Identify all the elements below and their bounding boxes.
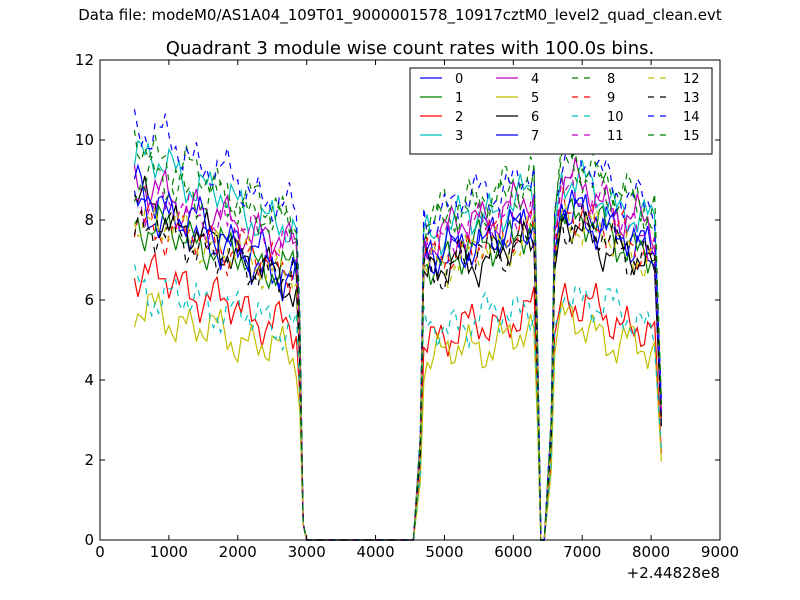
legend-label-12: 12	[683, 72, 700, 87]
legend-label-2: 2	[455, 110, 463, 125]
x-tick-label: 5000	[425, 543, 463, 561]
legend-label-8: 8	[607, 72, 615, 87]
series-line-12	[133, 201, 662, 541]
x-tick-label: 7000	[563, 543, 601, 561]
x-tick-label: 8000	[632, 543, 670, 561]
series-line-11	[134, 173, 662, 541]
x-tick-label: 3000	[288, 543, 326, 561]
series-line-4	[133, 157, 662, 541]
legend-label-9: 9	[607, 91, 615, 106]
legend-box	[409, 67, 713, 155]
axis-ticks: 0 1000 2000 3000 4000 5000 6000 7000 8000 9000 0 2 4…	[75, 51, 739, 561]
series-line-13	[133, 204, 662, 541]
x-tick-label: 1000	[150, 543, 188, 561]
x-tick-label: 6000	[494, 543, 532, 561]
x-offset-label: +2.44828e8	[627, 564, 720, 582]
legend-label-10: 10	[607, 110, 624, 125]
x-tick-label: 0	[95, 543, 105, 561]
legend-label-3: 3	[455, 129, 463, 144]
series-line-15	[133, 142, 662, 541]
y-tick-label: 12	[75, 51, 94, 69]
y-tick-label: 0	[84, 531, 94, 549]
series-line-10	[133, 264, 662, 541]
y-tick-label: 6	[84, 291, 94, 309]
legend-label-5: 5	[531, 91, 539, 106]
y-tick-label: 10	[75, 131, 94, 149]
series-line-7	[133, 163, 662, 541]
series-line-9	[133, 177, 662, 541]
legend-label-0: 0	[455, 72, 463, 87]
series-line-5	[133, 291, 662, 541]
legend-label-1: 1	[455, 91, 463, 106]
legend-label-14: 14	[683, 110, 700, 125]
x-tick-label: 4000	[356, 543, 394, 561]
y-tick-label: 8	[84, 211, 94, 229]
legend-label-6: 6	[531, 110, 539, 125]
series-line-2	[133, 251, 662, 541]
series-layer	[133, 109, 662, 541]
figure-supertitle: Data file: modeM0/AS1A04_109T01_90000015…	[78, 6, 722, 24]
legend-label-13: 13	[683, 91, 700, 106]
y-tick-label: 4	[84, 371, 94, 389]
legend-label-15: 15	[683, 129, 700, 144]
legend-label-7: 7	[531, 129, 539, 144]
series-line-14	[133, 109, 662, 541]
x-tick-label: 2000	[219, 543, 257, 561]
legend-label-11: 11	[607, 129, 624, 144]
chart-title: Quadrant 3 module wise count rates with …	[166, 38, 655, 59]
x-tick-label: 9000	[701, 543, 739, 561]
y-tick-label: 2	[84, 451, 94, 469]
legend-label-4: 4	[531, 72, 539, 87]
series-line-6	[133, 175, 662, 541]
